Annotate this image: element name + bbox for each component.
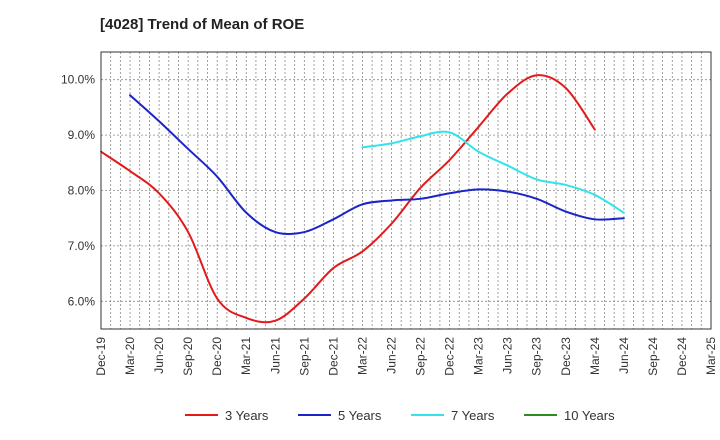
series-lines bbox=[100, 74, 625, 324]
y-tick-label: 9.0% bbox=[68, 128, 96, 142]
x-tick-label: Mar-20 bbox=[123, 337, 137, 375]
x-tick-label: Dec-22 bbox=[443, 337, 457, 376]
x-tick-label: Sep-23 bbox=[530, 337, 544, 376]
grid bbox=[101, 52, 711, 329]
legend-label-5-years: 5 Years bbox=[338, 408, 382, 423]
chart-title: [4028] Trend of Mean of ROE bbox=[100, 16, 304, 33]
x-tick-label: Mar-22 bbox=[355, 337, 369, 375]
legend-label-10-years: 10 Years bbox=[564, 408, 615, 423]
y-tick-label: 10.0% bbox=[61, 73, 95, 87]
legend: 3 Years 5 Years 7 Years 10 Years bbox=[185, 408, 615, 423]
x-tick-label: Mar-24 bbox=[588, 337, 602, 375]
plot-frame bbox=[100, 51, 712, 330]
x-tick-label: Dec-20 bbox=[210, 337, 224, 376]
x-tick-label: Jun-23 bbox=[501, 337, 515, 374]
x-tick-label: Sep-22 bbox=[414, 337, 428, 376]
x-tick-label: Mar-23 bbox=[472, 337, 486, 375]
x-tick-label: Mar-25 bbox=[704, 337, 718, 375]
x-axis-ticks: Dec-19 Mar-20 Jun-20 Sep-20 Dec-20 Mar-21 Jun-… bbox=[94, 337, 718, 376]
y-tick-label: 6.0% bbox=[68, 294, 96, 308]
y-axis-ticks: 6.0% 7.0% 8.0% 9.0% 10.0% bbox=[61, 73, 95, 309]
x-tick-label: Jun-20 bbox=[152, 337, 166, 374]
x-tick-label: Jun-24 bbox=[617, 337, 631, 374]
y-tick-label: 7.0% bbox=[68, 239, 96, 253]
x-tick-label: Sep-20 bbox=[181, 337, 195, 376]
x-tick-label: Jun-22 bbox=[384, 337, 398, 374]
x-tick-label: Dec-19 bbox=[94, 337, 108, 376]
series-line-5-years bbox=[129, 94, 625, 236]
x-tick-label: Mar-21 bbox=[239, 337, 253, 375]
series-line-7-years bbox=[361, 130, 625, 214]
x-tick-label: Dec-23 bbox=[559, 337, 573, 376]
x-tick-label: Dec-21 bbox=[326, 337, 340, 376]
legend-label-3-years: 3 Years bbox=[225, 408, 269, 423]
legend-label-7-years: 7 Years bbox=[451, 408, 495, 423]
series-line-3-years bbox=[100, 74, 596, 324]
y-tick-label: 8.0% bbox=[68, 184, 96, 198]
x-tick-label: Jun-21 bbox=[268, 337, 282, 374]
x-tick-label: Sep-24 bbox=[646, 337, 660, 376]
x-tick-label: Dec-24 bbox=[675, 337, 689, 376]
x-tick-label: Sep-21 bbox=[297, 337, 311, 376]
